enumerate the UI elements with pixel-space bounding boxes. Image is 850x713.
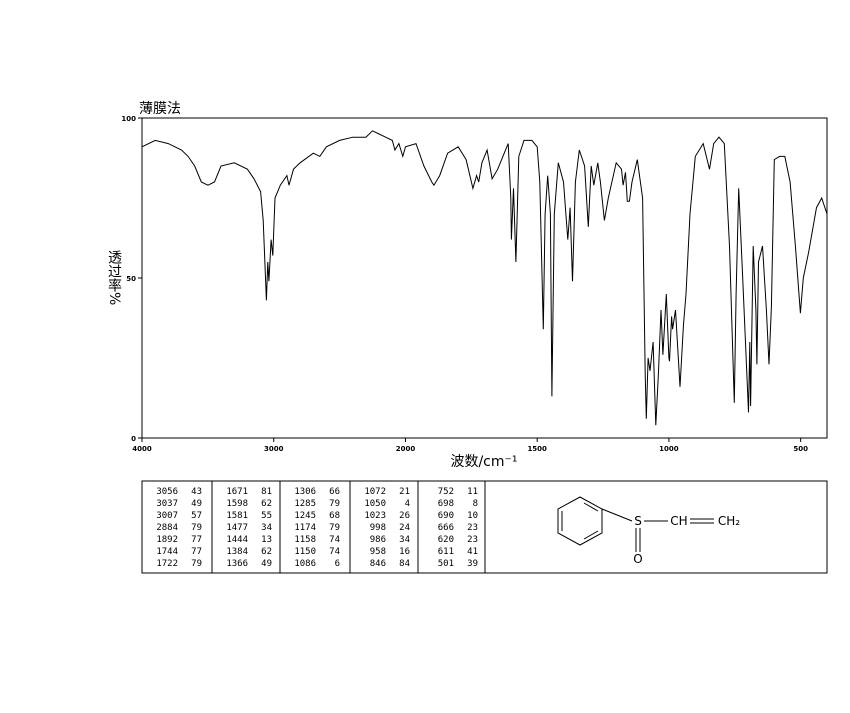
peak-wavenumber: 3037 [156,499,178,509]
peak-transmittance: 34 [399,535,410,545]
peak-wavenumber: 1072 [364,487,386,497]
peak-wavenumber: 698 [438,499,454,509]
peak-transmittance: 79 [191,559,202,569]
peak-wavenumber: 1477 [226,523,248,533]
peak-wavenumber: 1744 [156,547,178,557]
peak-wavenumber: 1150 [294,547,316,557]
plot-frame [141,117,828,439]
peak-transmittance: 55 [261,511,272,521]
peak-wavenumber: 1086 [294,559,316,569]
peak-transmittance: 24 [399,523,410,533]
peak-transmittance: 10 [467,511,478,521]
y-tick-label: 0 [131,435,136,443]
peak-wavenumber: 1671 [226,487,248,497]
spectrum-line [141,130,828,426]
x-tick-label: 500 [793,445,808,453]
structure-drawing [557,496,714,552]
peak-wavenumber: 1581 [226,511,248,521]
peak-transmittance: 41 [467,547,478,557]
peak-wavenumber: 1245 [294,511,316,521]
peak-wavenumber: 2884 [156,523,178,533]
peak-wavenumber: 1598 [226,499,248,509]
atom-label: CH [670,514,687,528]
peak-transmittance: 74 [329,547,340,557]
peak-wavenumber: 1023 [364,511,386,521]
peak-transmittance: 66 [329,487,340,497]
peak-transmittance: 49 [191,499,202,509]
peak-transmittance: 79 [329,523,340,533]
peak-wavenumber: 1050 [364,499,386,509]
atom-label: S [634,514,642,528]
peak-transmittance: 23 [467,523,478,533]
peak-wavenumber: 1174 [294,523,316,533]
peak-transmittance: 62 [261,547,272,557]
peak-transmittance: 79 [329,499,340,509]
x-tick-label: 3000 [264,445,284,453]
peak-wavenumber: 1285 [294,499,316,509]
atom-label: CH₂ [718,514,740,528]
peak-wavenumber: 986 [370,535,386,545]
peak-wavenumber: 501 [438,559,454,569]
peak-transmittance: 57 [191,511,202,521]
peak-wavenumber: 846 [370,559,386,569]
peak-transmittance: 77 [191,547,202,557]
x-axis-label: 波数/cm⁻¹ [450,454,517,470]
peak-wavenumber: 1366 [226,559,248,569]
chart-title: 薄膜法 [139,101,181,117]
table-dividers [211,481,486,573]
peak-wavenumber: 752 [438,487,454,497]
peak-wavenumber: 611 [438,547,454,557]
peak-transmittance: 62 [261,499,272,509]
y-tick-label: 100 [121,115,136,123]
peak-transmittance: 21 [399,487,410,497]
peak-wavenumber: 998 [370,523,386,533]
peak-wavenumber: 958 [370,547,386,557]
peak-wavenumber: 690 [438,511,454,521]
peak-transmittance: 74 [329,535,340,545]
peak-transmittance: 49 [261,559,272,569]
peak-transmittance: 6 [335,559,340,569]
peak-transmittance: 16 [399,547,410,557]
peak-wavenumber: 1444 [226,535,248,545]
peak-transmittance: 23 [467,535,478,545]
peak-wavenumber: 1892 [156,535,178,545]
peak-wavenumber: 1306 [294,487,316,497]
peak-transmittance: 68 [329,511,340,521]
y-axis-label: 透过率% [106,250,122,305]
x-tick-label: 1000 [659,445,679,453]
peak-wavenumber: 666 [438,523,454,533]
x-tick-label: 2000 [396,445,416,453]
peak-wavenumber: 620 [438,535,454,545]
peak-transmittance: 8 [473,499,478,509]
peak-transmittance: 13 [261,535,272,545]
peak-transmittance: 79 [191,523,202,533]
peak-transmittance: 39 [467,559,478,569]
peak-transmittance: 4 [405,499,410,509]
peak-transmittance: 34 [261,523,272,533]
peak-transmittance: 77 [191,535,202,545]
peak-transmittance: 26 [399,511,410,521]
peak-transmittance: 11 [467,487,478,497]
peak-wavenumber: 3056 [156,487,178,497]
peak-wavenumber: 1722 [156,559,178,569]
x-tick-label: 1500 [527,445,547,453]
y-tick-label: 50 [126,275,136,283]
peak-transmittance: 81 [261,487,272,497]
peak-transmittance: 43 [191,487,202,497]
atom-label: O [633,552,642,566]
peak-wavenumber: 3007 [156,511,178,521]
peak-wavenumber: 1384 [226,547,248,557]
peak-transmittance: 84 [399,559,410,569]
x-tick-label: 4000 [132,445,152,453]
peak-wavenumber: 1158 [294,535,316,545]
